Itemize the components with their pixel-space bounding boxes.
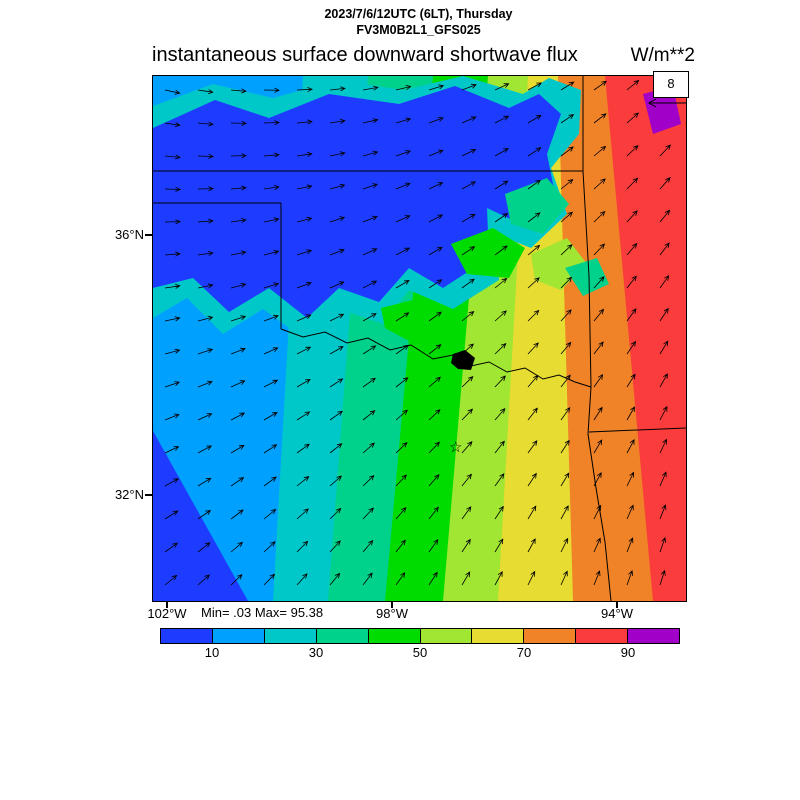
star-marker: ☆ (449, 439, 462, 456)
colorbar-segment (211, 628, 265, 644)
y-axis-label-36n: 36°N (114, 227, 144, 242)
colorbar-tick-label: 50 (412, 645, 428, 660)
x-tick-98w (391, 602, 393, 608)
y-tick-32n (145, 494, 152, 496)
x-axis-label-94w: 94°W (601, 606, 633, 621)
x-axis-label-102w: 102°W (147, 606, 187, 621)
cloud-low-flux-region (153, 76, 681, 342)
flux-map: ☆ (153, 76, 686, 601)
colorbar-segment (367, 628, 421, 644)
state-borders (153, 76, 686, 601)
colorbar-tick-label: 70 (516, 645, 532, 660)
colorbar-labels: 10 30 50 70 90 (160, 645, 680, 661)
colorbar-segment (523, 628, 577, 644)
colorbar-tick-label: 90 (620, 645, 636, 660)
colorbar-segment (419, 628, 473, 644)
colorbar-segment (160, 628, 213, 644)
y-axis-label-32n: 32°N (114, 487, 144, 502)
colorbar-tick-label: 10 (204, 645, 220, 660)
wind-reference-arrow-icon (647, 98, 686, 108)
x-tick-94w (616, 602, 618, 608)
units-label: W/m**2 (630, 45, 695, 66)
min-max-label: Min= .03 Max= 95.38 (201, 605, 324, 620)
y-tick-36n (145, 234, 152, 236)
wind-scale-value: 8 (667, 76, 675, 91)
wind-arrows-path (164, 79, 671, 586)
header-model: FV3M0B2L1_GFS025 (356, 23, 481, 37)
plot-title: instantaneous surface downward shortwave… (152, 44, 578, 66)
colorbar (160, 628, 681, 644)
lake-marker (451, 350, 475, 370)
colorbar-segment (627, 628, 681, 644)
x-tick-102w (166, 602, 168, 608)
colorbar-tick-label: 30 (308, 645, 324, 660)
wind-scale-box: 8 (653, 71, 689, 98)
header-datetime: 2023/7/6/12UTC (6LT), Thursday (324, 7, 513, 21)
map-plot-area: ☆ (152, 75, 687, 602)
colorbar-segment (471, 628, 525, 644)
wind-vector-field (164, 79, 671, 586)
x-axis-label-98w: 98°W (376, 606, 408, 621)
colorbar-segment (315, 628, 369, 644)
colorbar-segment (575, 628, 629, 644)
colorbar-segment (263, 628, 317, 644)
